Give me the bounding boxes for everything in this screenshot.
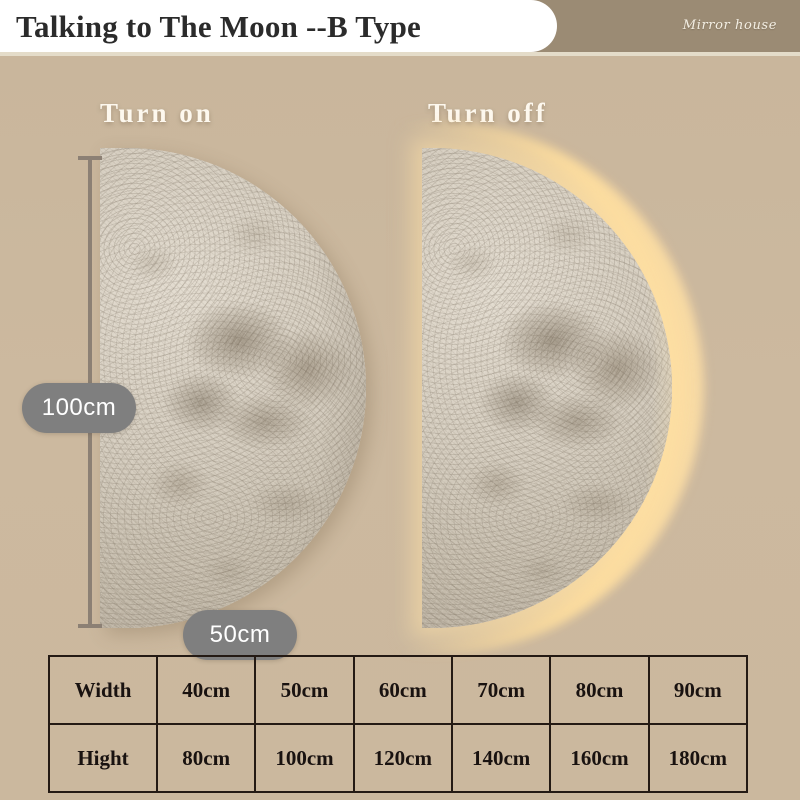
table-row: Hight 80cm 100cm 120cm 140cm 160cm 180cm <box>48 723 749 793</box>
moon-disc-lit <box>422 148 672 628</box>
row-header-height: Hight <box>48 723 158 793</box>
table-row: Width 40cm 50cm 60cm 70cm 80cm 90cm <box>48 655 749 725</box>
cell-width-6: 90cm <box>647 655 749 725</box>
cell-width-1: 40cm <box>155 655 257 725</box>
page-title: Talking to The Moon --B Type <box>16 9 421 44</box>
header-banner: Talking to The Moon --B Type <box>0 0 557 52</box>
height-ruler-cap-top <box>78 156 102 160</box>
cell-width-4: 70cm <box>450 655 552 725</box>
height-ruler-cap-bottom <box>78 624 102 628</box>
cell-height-6: 180cm <box>647 723 749 793</box>
row-header-width: Width <box>48 655 158 725</box>
moon-lamp-right <box>304 122 704 654</box>
label-turn-on: Turn on <box>100 98 214 128</box>
height-badge: 100cm <box>22 383 136 433</box>
product-showcase-stage: Turn on Turn off 100cm 50cm Width 40cm 5… <box>0 56 800 800</box>
header-divider <box>0 52 800 56</box>
cell-height-5: 160cm <box>549 723 650 793</box>
brand-logo-text: Mirror house <box>682 18 777 33</box>
width-badge: 50cm <box>183 610 297 660</box>
cell-height-3: 120cm <box>352 723 453 793</box>
cell-height-1: 80cm <box>155 723 257 793</box>
cell-height-2: 100cm <box>254 723 355 793</box>
cell-width-5: 80cm <box>549 655 650 725</box>
cell-width-3: 60cm <box>352 655 453 725</box>
size-spec-table: Width 40cm 50cm 60cm 70cm 80cm 90cm High… <box>48 655 749 793</box>
cell-width-2: 50cm <box>254 655 355 725</box>
cell-height-4: 140cm <box>450 723 552 793</box>
